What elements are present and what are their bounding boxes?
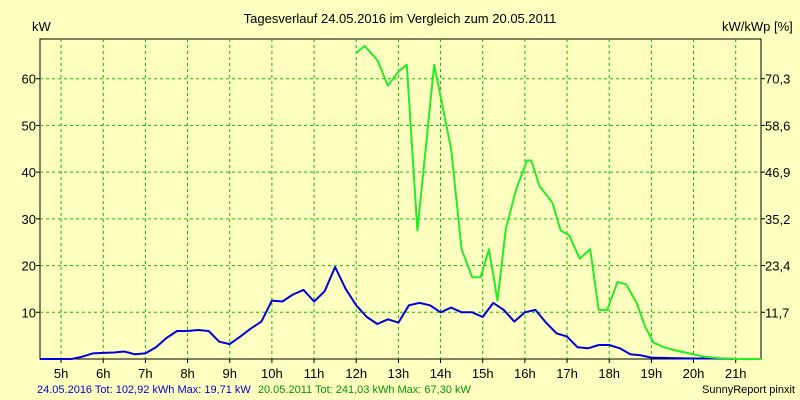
footer-summary: 24.05.2016 Tot: 102,92 kWh Max: 19,71 kW… bbox=[37, 384, 471, 396]
y2-tick-label: 23,4 bbox=[765, 259, 790, 274]
y-tick-label: 40 bbox=[22, 165, 36, 180]
x-tick-label: 19h bbox=[641, 366, 663, 381]
grid bbox=[40, 39, 761, 359]
footer-series2-summary: 20.05.2011 Tot: 241,03 kWh Max: 67,30 kW bbox=[258, 384, 472, 396]
y-tick-label: 20 bbox=[22, 259, 36, 274]
footer-credit: SunnyReport pinxit bbox=[702, 384, 795, 396]
x-tick-label: 16h bbox=[514, 366, 536, 381]
series-line-2016 bbox=[40, 266, 761, 360]
x-tick-label: 15h bbox=[472, 366, 494, 381]
axis-ticks: 5h 6h 7h 8h 9h 10h 11h 12h 13h 14h 15h 16h 17h 18h 19h… bbox=[22, 72, 791, 381]
chart-title: Tagesverlauf 24.05.2016 im Vergleich zum… bbox=[244, 11, 557, 26]
x-tick-label: 6h bbox=[96, 366, 110, 381]
y-tick-label: 50 bbox=[22, 118, 36, 133]
x-tick-label: 8h bbox=[180, 366, 194, 381]
x-tick-label: 5h bbox=[54, 366, 68, 381]
y-tick-label: 60 bbox=[22, 72, 36, 87]
x-tick-label: 17h bbox=[556, 366, 578, 381]
plot-area bbox=[39, 38, 762, 360]
y2-tick-label: 70,3 bbox=[765, 72, 790, 87]
y-axis-right-label: kW/kWp [%] bbox=[722, 19, 793, 34]
y2-tick-label: 11,7 bbox=[765, 305, 789, 320]
series-lines bbox=[40, 45, 761, 360]
x-tick-label: 21h bbox=[725, 366, 747, 381]
x-tick-label: 9h bbox=[223, 366, 237, 381]
x-tick-label: 14h bbox=[430, 366, 452, 381]
x-tick-label: 12h bbox=[345, 366, 367, 381]
y-tick-label: 10 bbox=[22, 305, 36, 320]
y2-tick-label: 58,6 bbox=[765, 118, 790, 133]
y2-tick-label: 46,9 bbox=[765, 165, 790, 180]
x-tick-label: 11h bbox=[304, 366, 325, 381]
x-tick-label: 13h bbox=[388, 366, 410, 381]
series-line-2011 bbox=[355, 45, 761, 360]
y-axis-left-label: kW bbox=[32, 19, 52, 34]
x-tick-label: 20h bbox=[683, 366, 705, 381]
y-tick-label: 30 bbox=[22, 212, 36, 227]
x-tick-label: 7h bbox=[138, 366, 152, 381]
footer-series1-summary: 24.05.2016 Tot: 102,92 kWh Max: 19,71 kW bbox=[37, 384, 251, 396]
x-tick-label: 10h bbox=[261, 366, 283, 381]
y2-tick-label: 35,2 bbox=[765, 212, 790, 227]
x-tick-label: 18h bbox=[598, 366, 620, 381]
